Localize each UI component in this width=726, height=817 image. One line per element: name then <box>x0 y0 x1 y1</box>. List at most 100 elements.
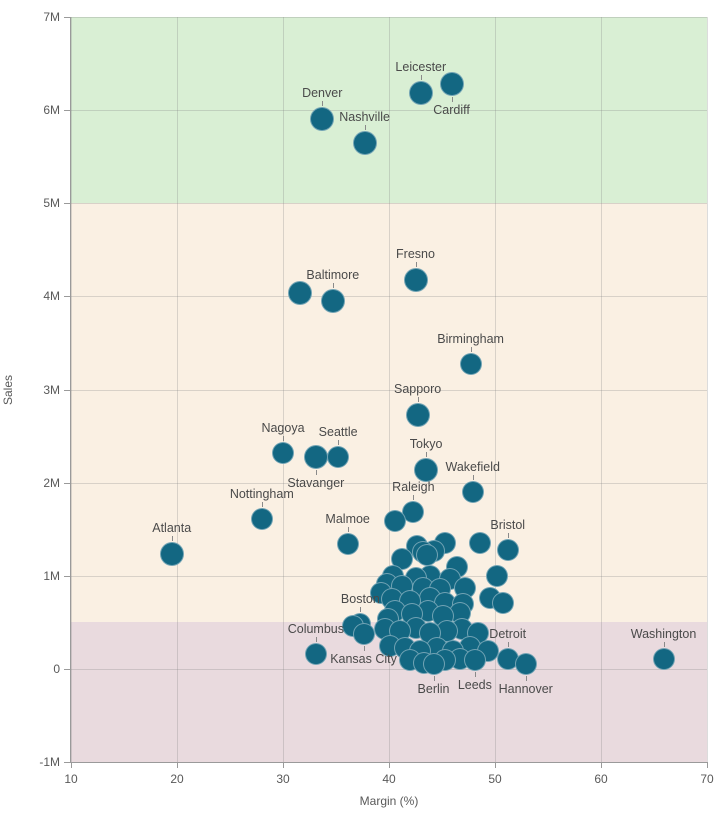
data-point-sapporo[interactable] <box>405 402 430 427</box>
y-axis-tick-label: 7M <box>43 10 60 24</box>
point-label-leader <box>426 451 428 457</box>
data-point-kansas-city[interactable] <box>352 623 375 646</box>
point-label: Tokyo <box>409 436 443 451</box>
x-axis-tick-label: 40 <box>382 772 396 786</box>
point-label-leader <box>364 124 366 130</box>
point-label-leader <box>413 495 415 501</box>
y-axis-tick-label: -1M <box>39 755 60 769</box>
point-label: Leeds <box>457 678 492 693</box>
data-point-wakefield[interactable] <box>461 480 484 503</box>
point-label: Raleigh <box>392 480 435 495</box>
x-gridline <box>707 17 708 762</box>
y-axis-tick <box>64 296 71 298</box>
point-label: Cardiff <box>433 103 470 118</box>
point-label-leader <box>261 501 263 507</box>
y-axis-tick-label: 6M <box>43 103 60 118</box>
point-label-leader <box>451 97 453 103</box>
data-point[interactable] <box>492 591 515 614</box>
y-axis-tick <box>64 575 71 577</box>
data-point-berlin[interactable] <box>422 653 445 676</box>
x-gridline <box>71 17 72 762</box>
data-point-birmingham[interactable] <box>459 353 482 376</box>
x-gridline <box>601 17 602 762</box>
x-axis-tick <box>71 762 72 768</box>
x-axis-tick <box>389 762 390 768</box>
data-point-baltimore[interactable] <box>320 289 345 314</box>
point-label-leader <box>171 536 173 542</box>
point-label: Fresno <box>396 246 435 261</box>
y-axis-tick <box>64 482 71 484</box>
reference-band-high <box>71 17 707 204</box>
data-point[interactable] <box>469 532 492 555</box>
x-axis-tick <box>283 762 284 768</box>
point-label: Wakefield <box>445 459 500 474</box>
point-label: Columbus <box>287 621 344 636</box>
point-label-leader <box>472 474 474 480</box>
y-axis-tick <box>64 762 71 763</box>
point-label-leader <box>322 100 324 106</box>
point-label-leader <box>283 435 284 441</box>
point-label-leader <box>417 396 419 402</box>
point-label-leader <box>338 439 340 445</box>
point-label: Birmingham <box>437 332 504 347</box>
point-label: Seattle <box>318 424 358 439</box>
point-label: Denver <box>302 85 343 100</box>
point-label: Berlin <box>417 682 450 697</box>
data-point-bristol[interactable] <box>496 538 519 561</box>
data-point-atlanta[interactable] <box>159 542 184 567</box>
data-point-denver[interactable] <box>310 106 335 131</box>
x-axis-tick-label: 20 <box>170 772 184 786</box>
point-label: Bristol <box>490 517 526 532</box>
x-axis-tick-label: 50 <box>488 772 502 786</box>
x-axis-tick <box>177 762 178 768</box>
data-point-leicester[interactable] <box>408 81 433 106</box>
x-axis-tick-label: 60 <box>594 772 608 786</box>
data-point[interactable] <box>384 509 407 532</box>
x-axis-tick <box>495 762 496 768</box>
point-label-leader <box>332 283 334 289</box>
x-gridline <box>495 17 496 762</box>
data-point[interactable] <box>486 564 509 587</box>
x-axis-tick-label: 70 <box>700 772 714 786</box>
x-gridline <box>283 17 284 762</box>
x-axis-tick <box>601 762 602 768</box>
data-point-nottingham[interactable] <box>250 507 273 530</box>
data-point-fresno[interactable] <box>403 267 428 292</box>
data-point-seattle[interactable] <box>327 445 350 468</box>
point-label-leader <box>474 672 476 678</box>
data-point-stavanger[interactable] <box>303 445 328 470</box>
data-point-leeds[interactable] <box>463 649 486 672</box>
x-gridline <box>177 17 178 762</box>
y-axis-tick <box>64 668 71 670</box>
data-point-nagoya[interactable] <box>272 441 294 464</box>
point-label-leader <box>663 641 665 647</box>
data-point-columbus[interactable] <box>304 642 327 665</box>
data-point-washington[interactable] <box>652 647 675 670</box>
y-axis-tick <box>64 203 71 205</box>
point-label-leader <box>363 646 365 652</box>
point-label: Nagoya <box>261 420 305 435</box>
data-point-nashville[interactable] <box>352 130 377 155</box>
data-point-hannover[interactable] <box>514 653 537 676</box>
data-point-cardiff[interactable] <box>439 72 464 97</box>
x-axis-tick-label: 30 <box>276 772 290 786</box>
point-label-leader <box>347 527 349 533</box>
point-label: Nottingham <box>229 486 294 501</box>
y-gridline <box>71 110 707 112</box>
data-point-tokyo[interactable] <box>414 457 439 482</box>
point-label-leader <box>420 75 422 81</box>
data-point-malmoe[interactable] <box>336 533 359 556</box>
y-axis-tick <box>64 389 71 391</box>
point-label: Malmoe <box>325 512 370 527</box>
y-gridline <box>71 668 707 670</box>
point-label: Leicester <box>395 60 447 75</box>
point-label-leader <box>433 676 435 682</box>
x-axis-tick <box>707 762 708 768</box>
point-label: Stavanger <box>287 476 345 491</box>
point-label: Boston <box>340 592 380 607</box>
y-axis-tick <box>64 110 71 112</box>
data-point[interactable] <box>287 280 312 305</box>
y-gridline <box>71 296 707 298</box>
y-axis-title: Sales <box>1 374 15 406</box>
